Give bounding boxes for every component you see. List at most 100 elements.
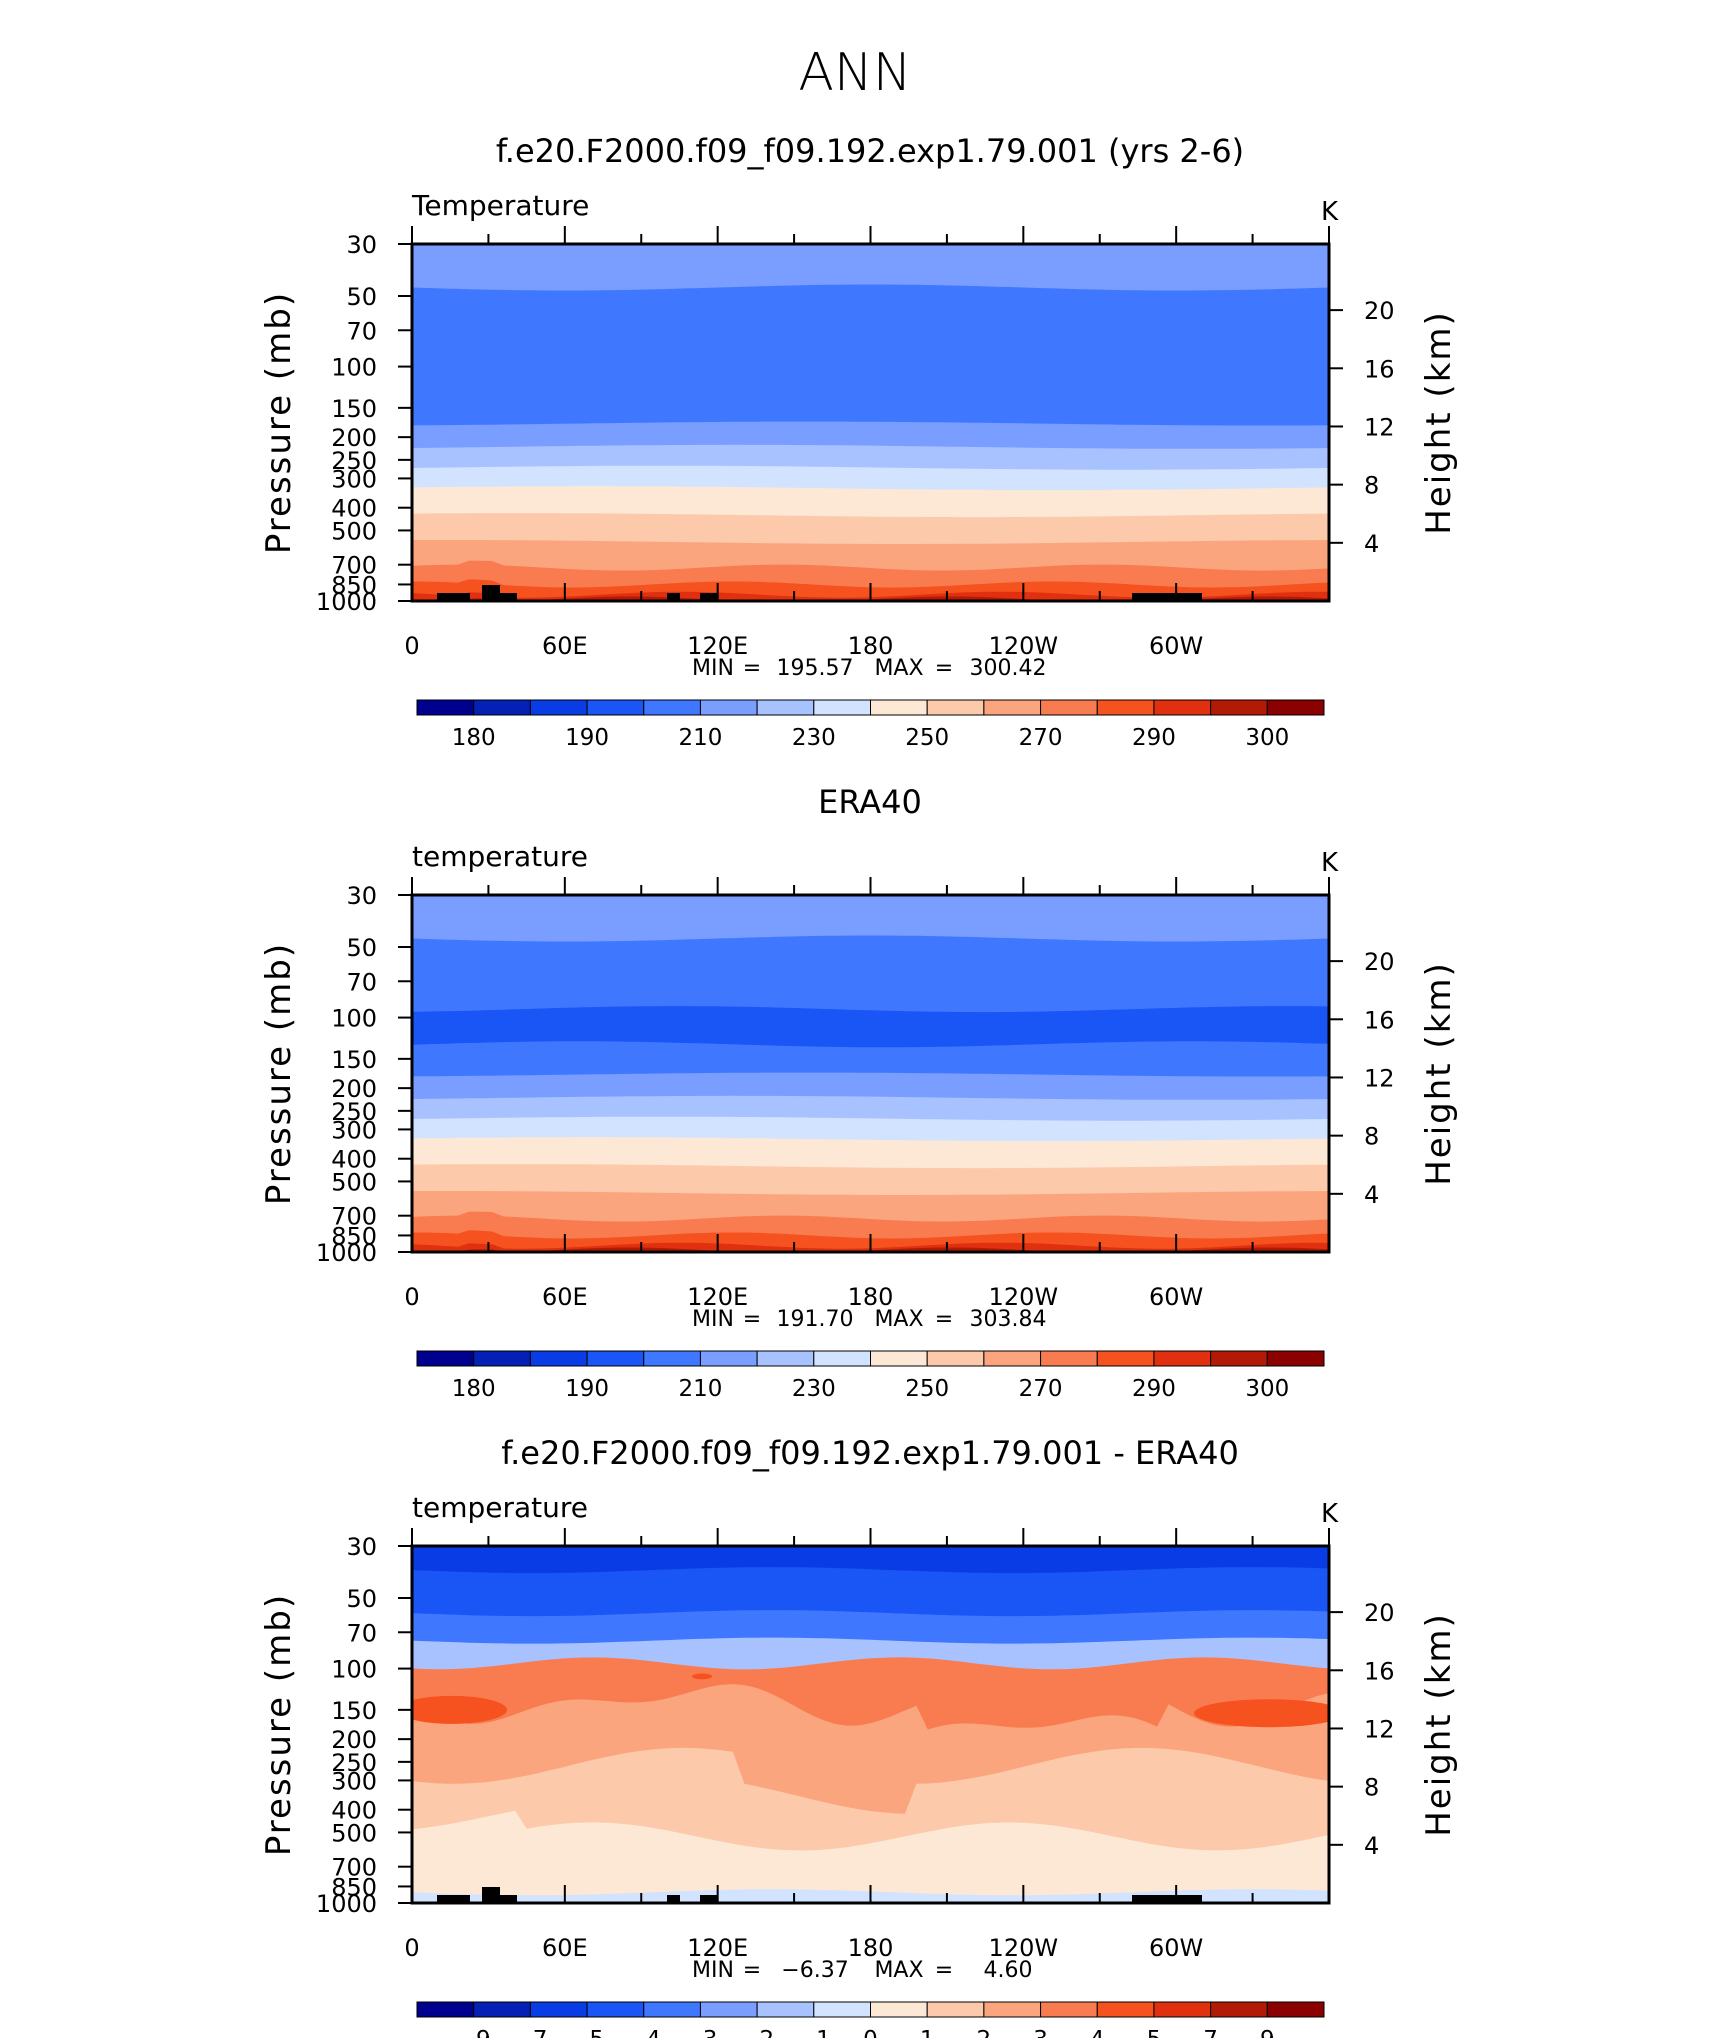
x-tick-label: 60E	[542, 632, 588, 660]
x-tick-label: 120W	[989, 1283, 1059, 1311]
colorbar-label: 4	[1090, 2027, 1105, 2038]
colorbar-swatch	[416, 699, 475, 716]
colorbar-label: 300	[1245, 1376, 1289, 1402]
equals-sign: =	[743, 656, 761, 681]
max-label: MAX	[874, 656, 923, 681]
colorbar-label: 180	[452, 725, 496, 751]
colorbar-label: −9	[457, 2027, 491, 2038]
colorbar-label: 180	[452, 1376, 496, 1402]
colorbar-swatch	[1040, 1350, 1098, 1367]
y-tick-label: 50	[346, 283, 377, 311]
colorbar-swatch	[756, 699, 815, 716]
y-tick-label: 700	[331, 1854, 377, 1882]
colorbar-label: 250	[905, 725, 949, 751]
colorbar-label: −7	[513, 2027, 547, 2038]
panel-title: f.e20.F2000.f09_f09.192.exp1.79.001 (yrs…	[496, 132, 1244, 170]
colorbar-label: 210	[678, 1376, 722, 1402]
y-tick-label: 850	[331, 1873, 377, 1901]
colorbar-swatch	[983, 2001, 1042, 2018]
y-axis-title: Pressure (mb)	[259, 291, 299, 554]
colorbar-swatch	[1210, 1350, 1268, 1367]
colorbar-swatch	[529, 1350, 588, 1367]
colorbar-swatch	[643, 2001, 701, 2018]
orography-mask	[482, 585, 500, 601]
orography-mask	[437, 593, 470, 601]
colorbar-swatch	[1266, 1350, 1325, 1367]
x-tick-label: 60E	[542, 1934, 588, 1962]
colorbar-swatch	[529, 2001, 588, 2018]
y-tick-label-right: 12	[1364, 1715, 1395, 1743]
y-axis-title: Pressure (mb)	[259, 1593, 299, 1856]
colorbar-label: −5	[570, 2027, 604, 2038]
colorbar-swatch	[926, 1350, 985, 1367]
colorbar-swatch	[473, 1350, 531, 1367]
colorbar-label: 230	[792, 1376, 836, 1402]
y-tick-label: 50	[346, 1585, 377, 1613]
y-tick-label: 200	[331, 424, 377, 452]
colorbar-swatch	[813, 2001, 871, 2018]
y-tick-label: 250	[331, 1098, 377, 1126]
units-label: K	[1321, 197, 1339, 227]
y-tick-label-right: 12	[1364, 1064, 1395, 1092]
y-tick-label: 850	[331, 1222, 377, 1250]
y-tick-label: 500	[331, 1168, 377, 1196]
min-value: 191.70	[777, 1307, 854, 1332]
orography-mask	[667, 593, 680, 601]
colorbar-swatch	[529, 699, 588, 716]
x-tick-label: 180	[848, 632, 894, 660]
colorbar-label: 1	[920, 2027, 935, 2038]
y-tick-label: 250	[331, 447, 377, 475]
y-axis-title: Pressure (mb)	[259, 942, 299, 1205]
colorbar-swatch	[1266, 2001, 1325, 2018]
y-tick-label: 70	[346, 968, 377, 996]
y-tick-label: 500	[331, 517, 377, 545]
colorbar-swatch	[756, 1350, 815, 1367]
colorbar-swatch	[699, 2001, 758, 2018]
y-tick-label: 250	[331, 1749, 377, 1777]
y-tick-label-right: 20	[1364, 297, 1395, 325]
equals-sign: =	[935, 1307, 953, 1332]
y-tick-label: 100	[331, 1656, 377, 1684]
y-tick-label-right: 8	[1364, 1123, 1379, 1151]
colorbar-swatch	[983, 699, 1042, 716]
y-tick-label: 30	[346, 231, 377, 259]
y-tick-label: 400	[331, 495, 377, 523]
y-tick-label-right: 12	[1364, 413, 1395, 441]
colorbar-label: 290	[1132, 1376, 1176, 1402]
colorbar-swatch	[1040, 699, 1098, 716]
y-tick-label: 400	[331, 1146, 377, 1174]
colorbar-label: −2	[740, 2027, 774, 2038]
colorbar-swatch	[473, 699, 531, 716]
min-label: MIN	[692, 1307, 734, 1332]
colorbar-swatch	[1153, 2001, 1212, 2018]
y-tick-label-right: 4	[1364, 1832, 1379, 1860]
colorbar-label: 210	[678, 725, 722, 751]
colorbar-swatch	[870, 1350, 928, 1367]
y-axis-title-right: Height (km)	[1419, 1612, 1459, 1837]
colorbar-label: 230	[792, 725, 836, 751]
y-tick-label: 50	[346, 934, 377, 962]
x-tick-label: 60E	[542, 1283, 588, 1311]
orography-mask	[700, 593, 717, 601]
panel-title: ERA40	[818, 783, 922, 821]
colorbar-swatch	[586, 699, 645, 716]
y-tick-label: 500	[331, 1819, 377, 1847]
x-tick-label: 180	[848, 1283, 894, 1311]
panel-title: f.e20.F2000.f09_f09.192.exp1.79.001 - ER…	[501, 1434, 1239, 1472]
panel-2: ERA40 temperature K 0 60E 120E 180 120W 60W 30 50 7…	[259, 783, 1459, 1402]
colorbar-swatch	[699, 699, 758, 716]
y-tick-label: 400	[331, 1797, 377, 1825]
equals-sign: =	[743, 1958, 761, 1983]
orography-mask	[667, 1895, 680, 1903]
x-tick-label: 120E	[687, 1934, 748, 1962]
colorbar-swatch	[1210, 2001, 1268, 2018]
orography-mask	[500, 1895, 517, 1903]
y-tick-label-right: 16	[1364, 355, 1395, 383]
colorbar-swatch	[643, 699, 701, 716]
equals-sign: =	[743, 1307, 761, 1332]
colorbar-swatch	[586, 2001, 645, 2018]
units-label: K	[1321, 848, 1339, 878]
y-tick-label: 1000	[316, 588, 377, 616]
y-tick-label-right: 16	[1364, 1006, 1395, 1034]
colorbar-label: 5	[1147, 2027, 1162, 2038]
